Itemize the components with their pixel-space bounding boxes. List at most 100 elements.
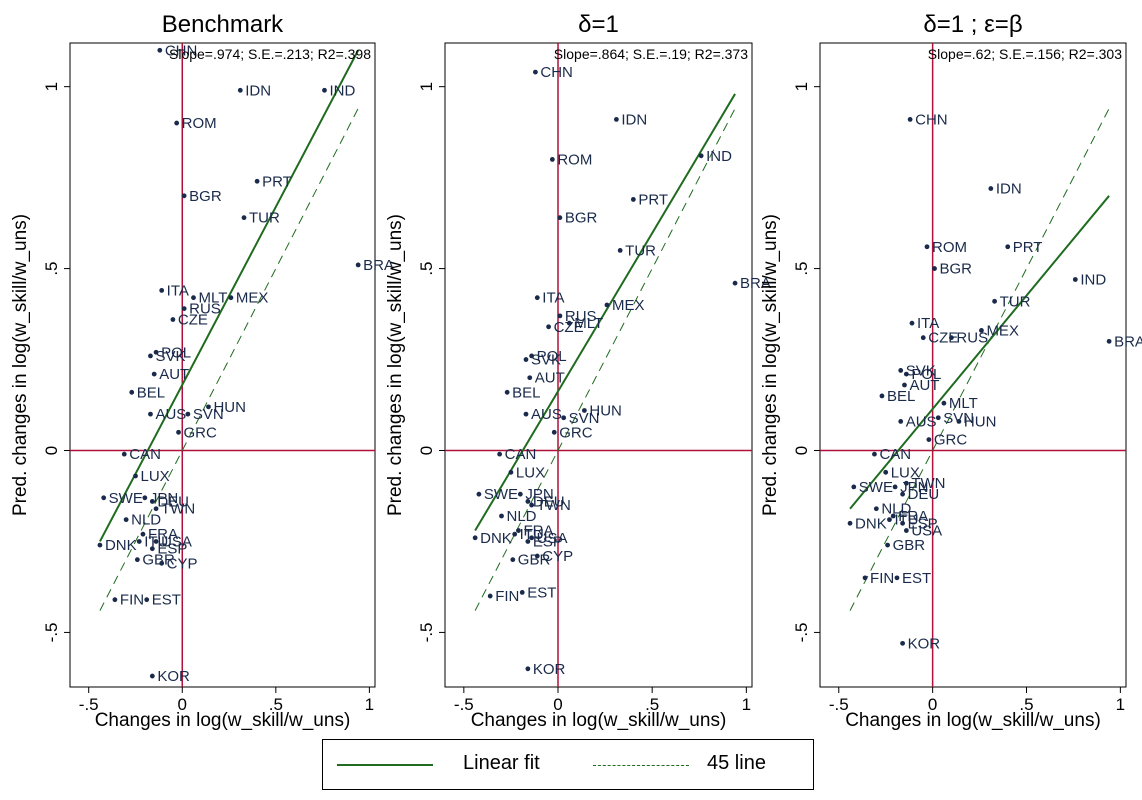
x-tick-label: 1: [365, 695, 374, 714]
y-tick-label: -.5: [417, 623, 436, 643]
point-label: BEL: [137, 384, 165, 401]
point-label: DEU: [908, 486, 940, 503]
point-label: CHN: [165, 42, 198, 59]
slope-annotation: Slope=.974; S.E.=.213; R2=.398: [169, 46, 371, 62]
panel-title: δ=1: [578, 11, 619, 38]
plot-frame: [444, 42, 753, 688]
point-label: EST: [527, 584, 556, 601]
point-label: IND: [706, 148, 732, 165]
data-point: [920, 335, 926, 341]
point-label: RUS: [189, 301, 221, 318]
data-point: [355, 262, 361, 268]
data-point: [890, 513, 896, 519]
data-point: [525, 499, 531, 504]
point-label: SVN: [943, 410, 974, 427]
data-point: [527, 375, 533, 381]
data-point: [924, 244, 930, 250]
point-label: RUS: [956, 330, 988, 347]
data-point: [170, 317, 176, 322]
point-label: FIN: [870, 570, 894, 587]
data-point: [101, 495, 107, 501]
data-point: [1005, 244, 1011, 250]
x-tick-label: 1: [742, 695, 751, 714]
data-point: [956, 418, 962, 424]
point-label: HUN: [964, 413, 997, 430]
point-label: HUN: [589, 402, 622, 419]
point-label: GBR: [893, 537, 926, 554]
plot-frame: [69, 42, 376, 688]
point-label: LUX: [891, 464, 920, 481]
point-label: SVK: [906, 362, 936, 379]
x-tick-label: 0: [928, 695, 937, 714]
point-label: BRA: [363, 257, 394, 274]
point-label: SWE: [484, 486, 518, 503]
data-point: [523, 357, 529, 362]
y-axis-label: Pred. changes in log(w_skill/w_uns): [10, 214, 31, 516]
point-label: FRA: [898, 508, 928, 525]
data-point: [159, 560, 165, 566]
point-label: IDN: [621, 111, 647, 128]
y-axis-label: Pred. changes in log(w_skill/w_uns): [760, 214, 781, 516]
data-point: [121, 451, 127, 457]
data-point: [472, 535, 478, 541]
data-point: [504, 389, 510, 395]
point-label: ITU: [144, 533, 168, 550]
point-label: JPN: [900, 479, 928, 496]
data-point: [907, 117, 913, 122]
point-label: MLT: [574, 315, 603, 332]
data-point: [557, 313, 563, 319]
point-label: AUT: [909, 377, 939, 394]
x-tick-label: -.5: [454, 695, 474, 714]
x-axis-label: Changes in log(w_skill/w_uns): [471, 710, 727, 731]
linear-fit-line: [849, 195, 1110, 510]
data-point: [979, 328, 984, 333]
data-point: [851, 484, 857, 490]
data-point: [516, 528, 521, 533]
point-label: IDN: [996, 181, 1022, 198]
point-label: AUS: [906, 413, 937, 430]
data-point: [903, 528, 909, 533]
point-label: DNK: [480, 530, 512, 547]
point-label: PRT: [1013, 239, 1043, 256]
point-label: JPN: [525, 486, 553, 503]
point-label: CZE: [178, 312, 208, 329]
data-point: [900, 640, 906, 646]
data-point: [191, 295, 196, 301]
linear-fit-line: [474, 93, 736, 532]
data-point: [529, 502, 535, 508]
x-axis-label: Changes in log(w_skill/w_uns): [845, 710, 1101, 731]
point-label: SVN: [193, 406, 224, 423]
point-label: TWN: [537, 497, 571, 514]
data-point: [148, 353, 153, 359]
data-point: [241, 215, 247, 221]
point-label: NLD: [131, 512, 161, 529]
point-label: LUX: [140, 468, 169, 485]
point-label: BGR: [940, 261, 973, 278]
point-label: NLD: [507, 508, 537, 525]
y-tick-label: 0: [42, 446, 61, 455]
point-label: USA: [911, 523, 942, 540]
data-point: [123, 517, 129, 523]
data-point: [885, 542, 890, 548]
data-point: [181, 306, 187, 312]
data-point: [512, 531, 518, 537]
point-label: LUX: [516, 464, 545, 481]
point-label: CYP: [542, 548, 573, 565]
data-point: [97, 542, 103, 548]
point-label: SWE: [859, 479, 893, 496]
legend-45-line-label: 45 line: [707, 752, 766, 774]
x-tick-label: 0: [553, 695, 562, 714]
point-label: HUN: [213, 399, 246, 416]
data-point: [148, 411, 153, 417]
data-point: [732, 280, 738, 286]
data-point: [613, 117, 619, 122]
point-label: TUR: [625, 242, 656, 259]
point-label: IND: [329, 82, 355, 99]
line-45: [849, 108, 1110, 611]
point-label: DNK: [105, 537, 137, 554]
panel-title: δ=1 ; ε=β: [923, 11, 1022, 38]
y-tick-label: 1: [417, 82, 436, 91]
point-label: CZE: [928, 330, 958, 347]
